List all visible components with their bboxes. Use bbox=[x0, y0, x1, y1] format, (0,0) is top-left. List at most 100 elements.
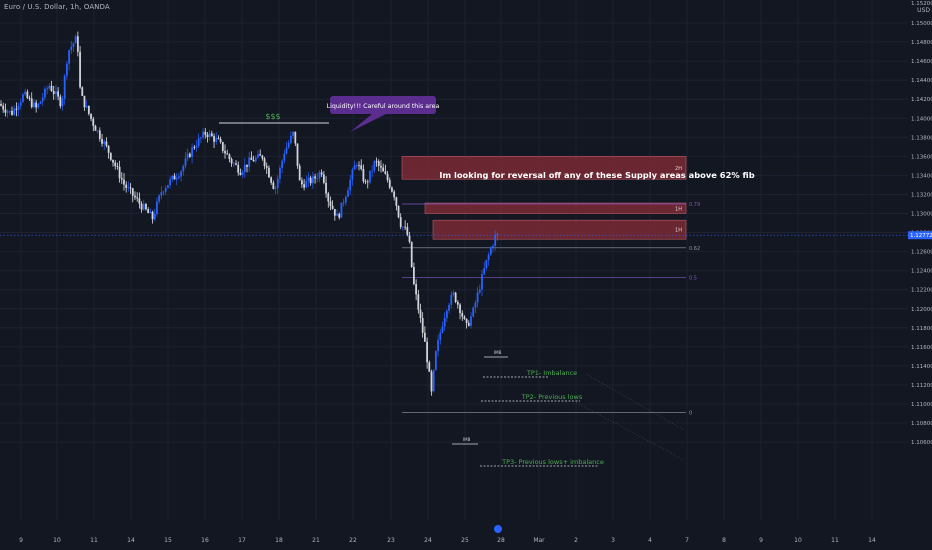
candle-body bbox=[452, 292, 455, 295]
candle-body bbox=[353, 165, 356, 170]
x-tick-label: 15 bbox=[164, 537, 172, 544]
candle-body bbox=[362, 169, 365, 182]
candle-body bbox=[417, 294, 420, 310]
candle-body bbox=[290, 135, 292, 143]
candle-body bbox=[173, 175, 176, 180]
fib-079-label: 0.79 bbox=[689, 202, 700, 208]
candle-body bbox=[307, 177, 310, 181]
candle-body bbox=[24, 91, 27, 95]
candle-body bbox=[298, 165, 301, 181]
candle-body bbox=[134, 195, 136, 198]
candle-body bbox=[87, 105, 90, 114]
candle-body bbox=[191, 147, 193, 157]
candle-body bbox=[52, 90, 55, 95]
candle-body bbox=[459, 304, 461, 314]
x-tick-label: 2 bbox=[574, 537, 578, 544]
candle-body bbox=[430, 371, 433, 392]
candle-body bbox=[492, 245, 494, 249]
candle-body bbox=[496, 233, 499, 236]
candle-body bbox=[92, 118, 95, 126]
x-tick-label: 21 bbox=[312, 537, 320, 544]
y-tick-label: 1.12000 bbox=[911, 307, 932, 313]
candle-body bbox=[28, 97, 31, 99]
candle-body bbox=[485, 259, 488, 268]
candle-body bbox=[366, 181, 369, 183]
candle-body bbox=[344, 196, 347, 203]
candle-body bbox=[467, 323, 470, 326]
x-tick-label: 25 bbox=[461, 537, 469, 544]
candle-body bbox=[188, 153, 191, 157]
candle-body bbox=[167, 185, 169, 189]
projection-line bbox=[567, 397, 685, 461]
candle-body bbox=[123, 179, 125, 185]
candle-body bbox=[250, 157, 253, 160]
candle-body bbox=[140, 203, 143, 210]
candle-body bbox=[246, 164, 248, 167]
candle-body bbox=[261, 155, 264, 159]
candle-body bbox=[257, 154, 259, 158]
candle-body bbox=[114, 162, 117, 167]
y-tick-label: 1.14000 bbox=[911, 116, 932, 122]
candle-body bbox=[219, 138, 222, 143]
candle-body bbox=[164, 188, 167, 192]
candle-body bbox=[355, 165, 358, 166]
candle-body bbox=[443, 317, 446, 327]
y-tick-label: 1.10800 bbox=[911, 421, 932, 427]
candle-body bbox=[213, 136, 215, 142]
x-tick-label: 11 bbox=[831, 537, 839, 544]
x-tick-label: 16 bbox=[201, 537, 209, 544]
candle-body bbox=[186, 153, 189, 159]
y-tick-label: 1.13800 bbox=[911, 135, 932, 141]
candle-body bbox=[180, 171, 182, 177]
x-tick-label: 10 bbox=[53, 537, 61, 544]
candle-body bbox=[63, 75, 66, 99]
candle-body bbox=[153, 213, 156, 220]
last-price-value: 1.12772 bbox=[910, 233, 932, 239]
supply-zone-1h-bottom-label: 1H bbox=[675, 228, 682, 234]
candle-body bbox=[292, 131, 295, 136]
candle-body bbox=[37, 103, 40, 108]
y-tick-label: 1.13600 bbox=[911, 154, 932, 160]
candle-body bbox=[65, 63, 68, 76]
candle-body bbox=[347, 190, 349, 197]
candle-body bbox=[118, 166, 121, 179]
candle-body bbox=[98, 130, 101, 139]
candle-body bbox=[336, 213, 338, 216]
candle-body bbox=[333, 208, 336, 216]
candle-body bbox=[184, 158, 187, 166]
candle-body bbox=[285, 147, 288, 154]
candle-body bbox=[68, 50, 70, 64]
y-tick-label: 1.11600 bbox=[911, 345, 932, 351]
candle-body bbox=[419, 309, 422, 319]
candle-body bbox=[311, 176, 314, 184]
liquidity-note: Liquidity!!! Careful around this area bbox=[327, 103, 440, 110]
x-tick-label: Mar bbox=[533, 537, 545, 544]
candle-body bbox=[221, 142, 224, 151]
candle-body bbox=[305, 180, 308, 188]
candle-body bbox=[59, 96, 62, 107]
candle-body bbox=[413, 266, 415, 285]
candle-body bbox=[410, 241, 413, 267]
candle-body bbox=[386, 173, 389, 180]
imb-label-1: IMB bbox=[494, 350, 502, 355]
candle-body bbox=[279, 167, 281, 179]
candle-body bbox=[39, 101, 42, 104]
candle-body bbox=[178, 176, 180, 178]
candle-body bbox=[329, 201, 332, 206]
symbol-title: Euro / U.S. Dollar, 1h, OANDA bbox=[4, 3, 110, 11]
candle-body bbox=[478, 289, 481, 293]
y-tick-label: 1.13200 bbox=[911, 192, 932, 198]
candle-body bbox=[94, 125, 97, 131]
candle-body bbox=[351, 169, 354, 180]
x-tick-label: 7 bbox=[685, 537, 689, 544]
candle-body bbox=[243, 164, 246, 172]
candle-body bbox=[215, 138, 218, 142]
candle-body bbox=[281, 160, 284, 168]
candle-body bbox=[276, 178, 279, 188]
y-tick-label: 1.11400 bbox=[911, 364, 932, 370]
candle-body bbox=[303, 184, 305, 188]
candle-body bbox=[85, 105, 88, 108]
candle-body bbox=[360, 165, 363, 170]
